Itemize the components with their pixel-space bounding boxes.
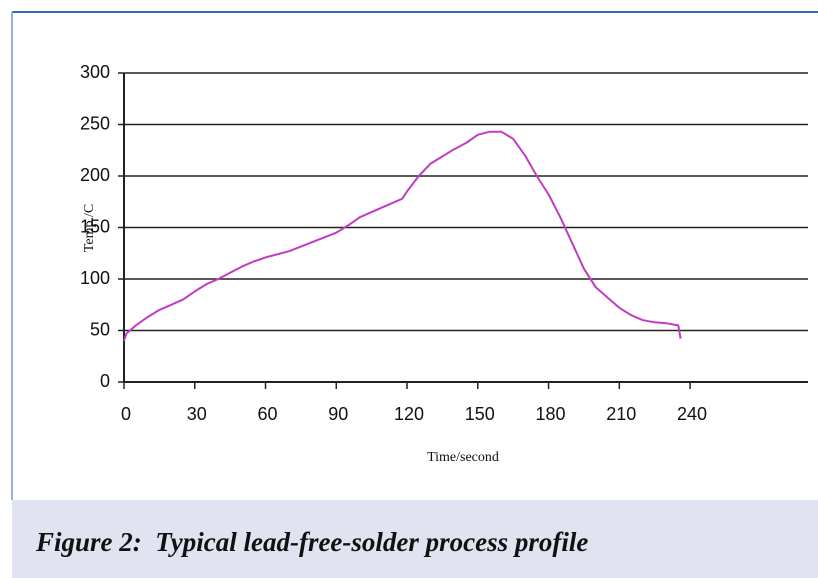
y-tick-label: 100	[80, 268, 110, 288]
x-tick-label: 120	[394, 404, 424, 424]
x-tick-label: 90	[328, 404, 348, 424]
x-tick-label: 240	[677, 404, 707, 424]
chart: Time/second Temp./C 0 50 100 150 200 250 300 0 3…	[11, 11, 818, 500]
x-tick-label: 150	[465, 404, 495, 424]
y-tick-label: 50	[90, 319, 110, 339]
x-tick-label: 60	[258, 404, 278, 424]
caption-box: Figure 2: Typical lead-free-solder proce…	[12, 500, 818, 578]
x-tick-label: 0	[121, 404, 131, 424]
y-tick-label: 0	[100, 371, 110, 391]
y-tick-label: 200	[80, 165, 110, 185]
y-tick-label: 300	[80, 62, 110, 82]
x-axis-label: Time/second	[427, 450, 499, 465]
y-tick-label: 150	[80, 216, 110, 236]
x-tick-label: 210	[606, 404, 636, 424]
y-tick-label: 250	[80, 113, 110, 133]
y-axis-label: Temp./C	[82, 204, 97, 252]
data-line	[123, 130, 682, 342]
x-tick-label: 180	[536, 404, 566, 424]
x-tick-label: 30	[187, 404, 207, 424]
caption: Figure 2: Typical lead-free-solder proce…	[36, 527, 589, 557]
